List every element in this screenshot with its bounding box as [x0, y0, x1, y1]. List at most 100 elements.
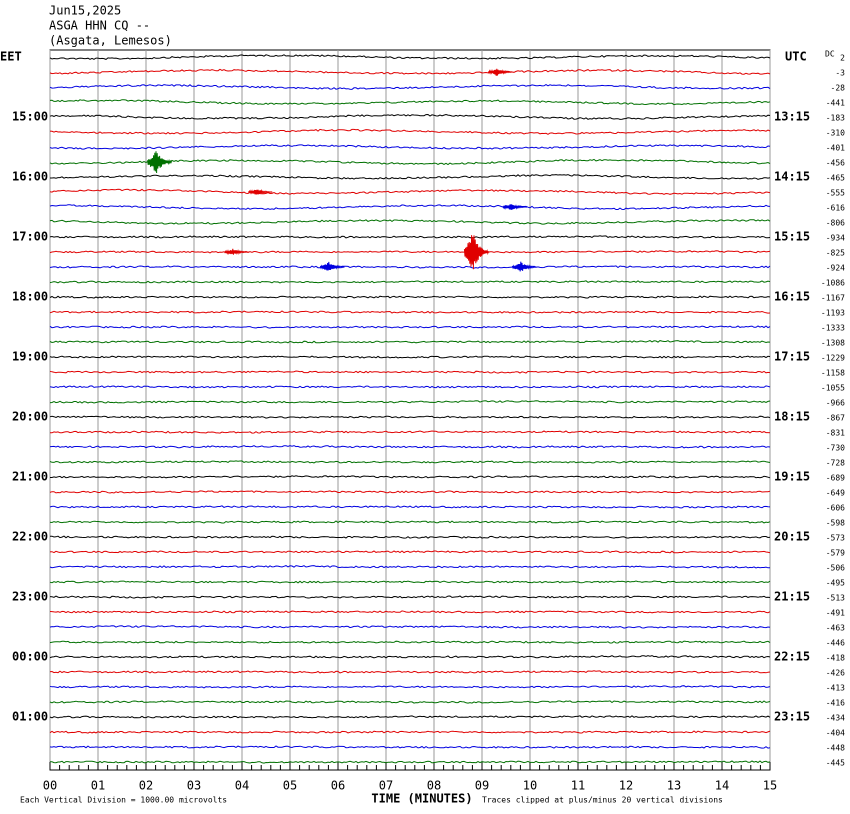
x-tick-label: 12 [619, 779, 633, 793]
x-tick-label: 03 [187, 779, 201, 793]
dc-offset: -616 [826, 204, 845, 213]
x-tick-label: 05 [283, 779, 297, 793]
seismic-event [487, 68, 513, 76]
dc-offset: 2 [840, 54, 845, 63]
dc-offset: -1167 [821, 294, 845, 303]
dc-offset: -426 [826, 669, 845, 678]
trace [49, 54, 771, 60]
utc-label: 16:15 [774, 290, 810, 304]
trace [49, 188, 771, 195]
dc-offset: -463 [826, 624, 845, 633]
trace [49, 113, 771, 120]
dc-offset: -867 [826, 414, 845, 423]
scale-note: Each Vertical Division = 1000.00 microvo… [20, 796, 227, 805]
x-tick-label: 00 [43, 779, 57, 793]
dc-offset: -465 [826, 174, 845, 183]
eet-label: 15:00 [12, 110, 48, 124]
trace [49, 128, 771, 135]
dc-offset: -1158 [821, 369, 845, 378]
seismic-event [147, 151, 173, 174]
dc-offset: -806 [826, 219, 845, 228]
trace [49, 265, 771, 269]
seismic-event [511, 261, 537, 272]
dc-offset: -413 [826, 684, 845, 693]
trace [49, 520, 771, 524]
dc-offset: -404 [826, 729, 845, 738]
eet-label: 18:00 [12, 290, 48, 304]
trace [49, 68, 771, 75]
dc-offset: -445 [826, 759, 845, 768]
seismic-event [502, 204, 528, 210]
dc-offset: -491 [826, 609, 845, 618]
utc-label: 15:15 [774, 230, 810, 244]
dc-label: DC [825, 50, 835, 59]
trace [49, 670, 771, 674]
dc-offset: -579 [826, 549, 845, 558]
trace [49, 400, 771, 404]
dc-offset: -598 [826, 519, 845, 528]
trace [49, 144, 771, 150]
dc-offset: -934 [826, 234, 845, 243]
dc-offset: -1308 [821, 339, 845, 348]
utc-label: 20:15 [774, 530, 810, 544]
utc-label: 21:15 [774, 590, 810, 604]
trace [50, 430, 771, 434]
location: (Asgata, Lemesos) [49, 34, 172, 48]
trace [49, 84, 771, 90]
dc-offset: -446 [826, 639, 845, 648]
x-tick-label: 01 [91, 779, 105, 793]
x-tick-label: 13 [667, 779, 681, 793]
trace [50, 174, 771, 180]
trace [49, 460, 771, 464]
dc-offset: -401 [826, 144, 845, 153]
utc-label: 13:15 [774, 110, 810, 124]
trace [49, 715, 771, 719]
eet-label: 16:00 [12, 170, 48, 184]
eet-label: 19:00 [12, 350, 48, 364]
seismic-event [223, 248, 249, 256]
trace [49, 355, 771, 359]
dc-offset: -448 [826, 744, 845, 753]
dc-offset: -1055 [821, 384, 845, 393]
dc-offset: -418 [826, 654, 845, 663]
x-tick-label: 06 [331, 779, 345, 793]
dc-offset: -1333 [821, 324, 845, 333]
seismic-event [319, 261, 345, 271]
trace [49, 415, 771, 419]
x-tick-label: 07 [379, 779, 393, 793]
trace [49, 295, 771, 299]
x-tick-label: 02 [139, 779, 153, 793]
dc-offset: -606 [826, 504, 845, 513]
dc-offset: -924 [826, 264, 845, 273]
trace [49, 235, 771, 239]
dc-offset: -966 [826, 399, 845, 408]
dc-offset: -28 [831, 84, 846, 93]
eet-label: 00:00 [12, 650, 48, 664]
eet-label: 23:00 [12, 590, 48, 604]
dc-offset: -495 [826, 579, 845, 588]
eet-label: 17:00 [12, 230, 48, 244]
trace [49, 565, 771, 569]
dc-offset: -728 [826, 459, 845, 468]
dc-offset: -555 [826, 189, 845, 198]
left-axis-label: EET [0, 50, 22, 64]
trace [49, 370, 771, 374]
trace [49, 445, 771, 449]
seismic-event [463, 235, 489, 270]
clip-note: Traces clipped at plus/minus 20 vertical… [482, 796, 723, 805]
dc-offset: -506 [826, 564, 845, 573]
trace [49, 640, 771, 644]
trace [49, 325, 771, 329]
dc-offset: -441 [826, 99, 845, 108]
trace [50, 760, 771, 764]
trace [49, 610, 771, 614]
dc-offset: -310 [826, 129, 845, 138]
trace [49, 745, 771, 749]
utc-label: 23:15 [774, 710, 810, 724]
trace [49, 340, 771, 344]
trace [49, 625, 771, 629]
dc-offset: -573 [826, 534, 845, 543]
eet-label: 20:00 [12, 410, 48, 424]
utc-label: 17:15 [774, 350, 810, 364]
x-tick-label: 08 [427, 779, 441, 793]
